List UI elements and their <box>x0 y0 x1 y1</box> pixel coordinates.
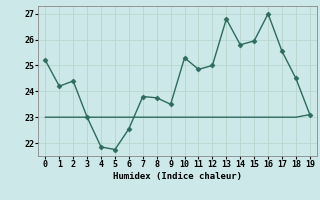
X-axis label: Humidex (Indice chaleur): Humidex (Indice chaleur) <box>113 172 242 181</box>
